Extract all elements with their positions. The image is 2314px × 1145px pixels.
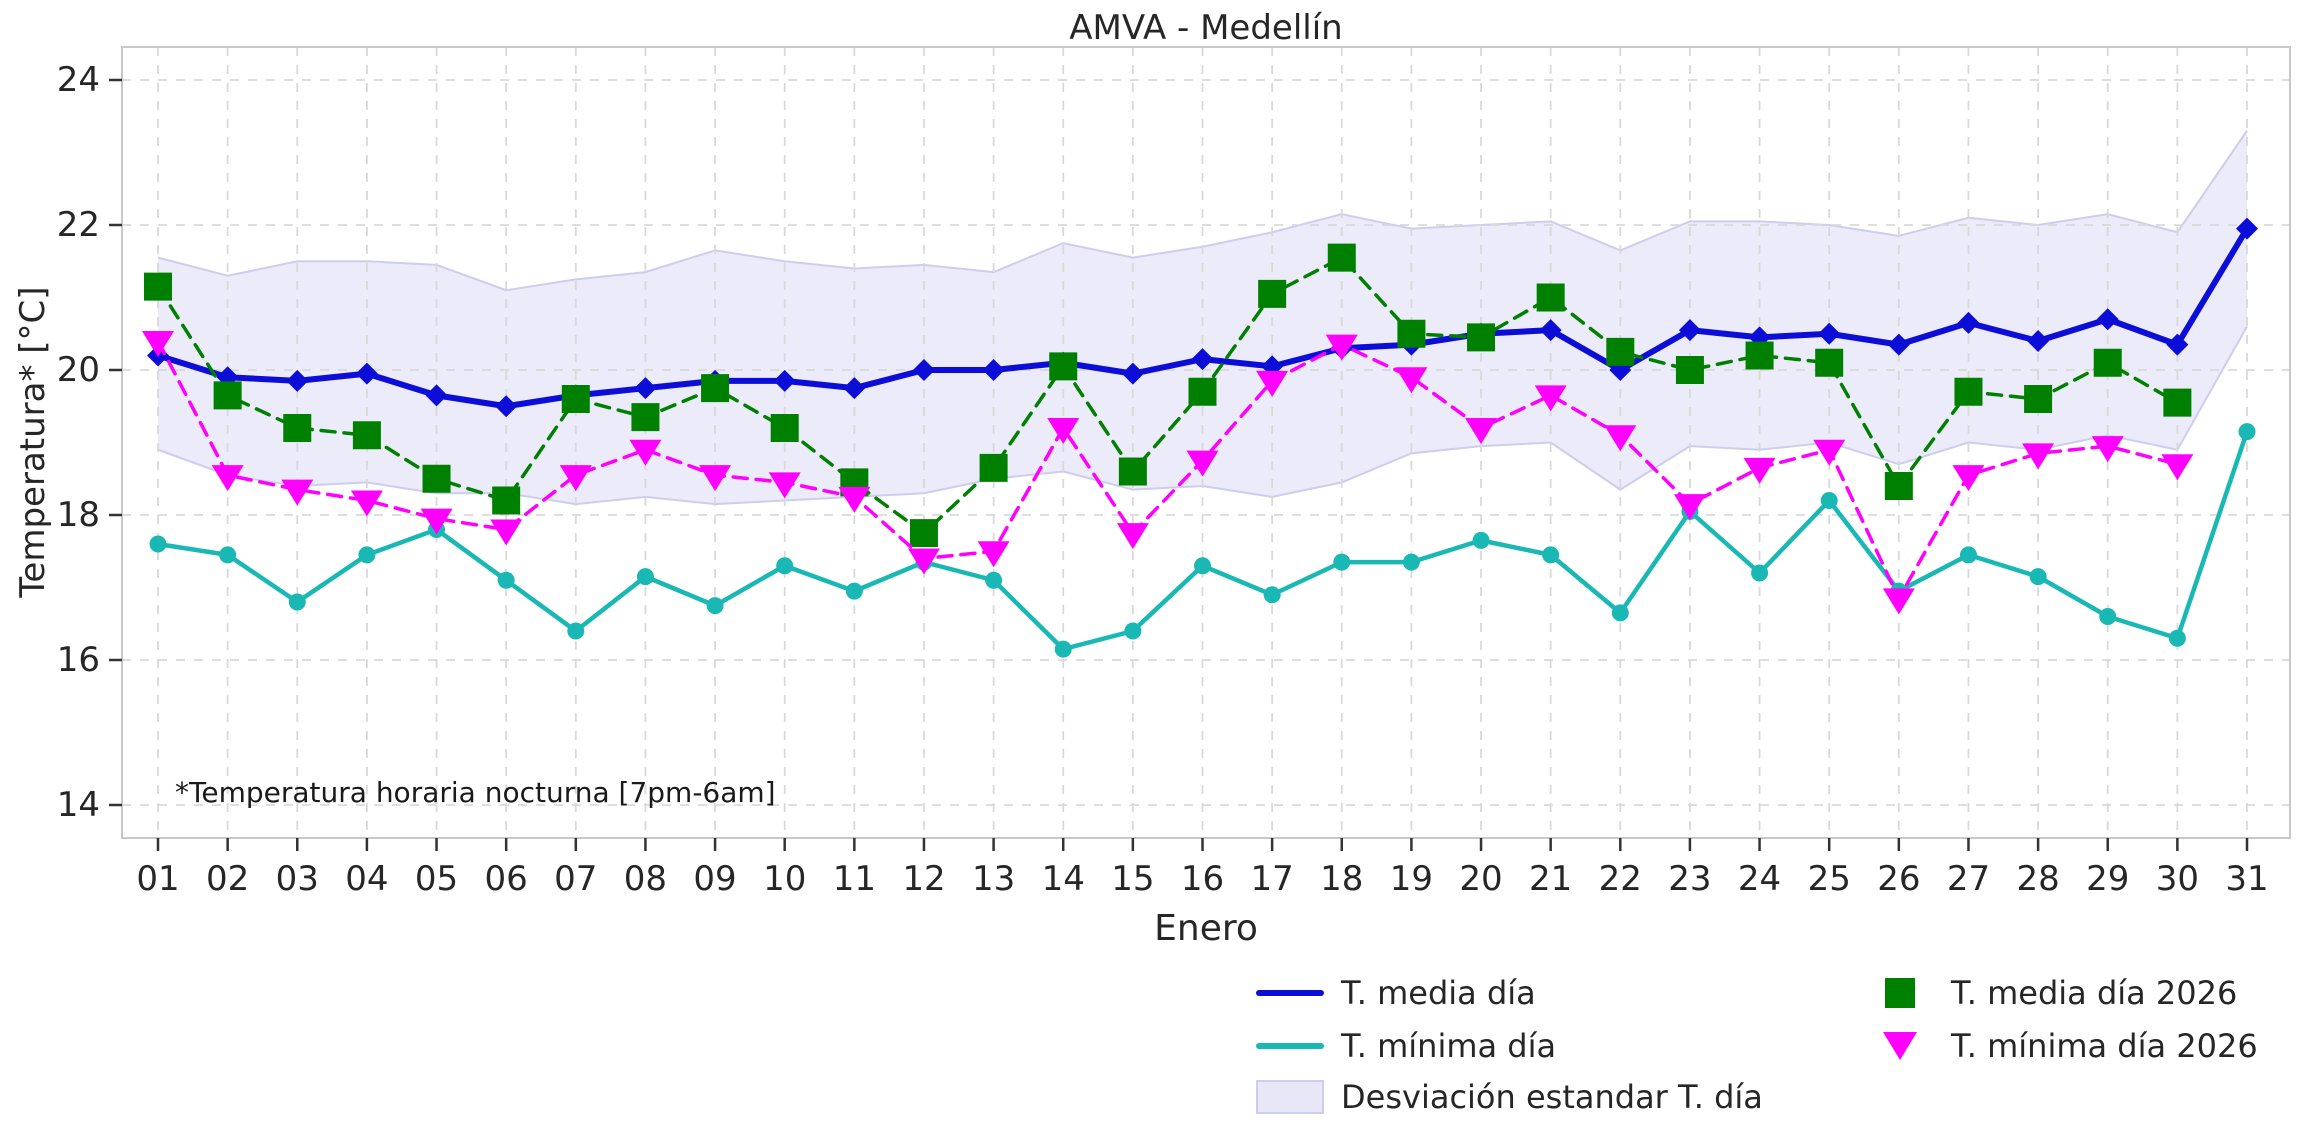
y-tick-label: 18 bbox=[57, 495, 100, 535]
y-tick-label: 16 bbox=[57, 640, 100, 680]
y-tick-label: 14 bbox=[57, 785, 100, 825]
x-tick-label: 16 bbox=[1181, 859, 1224, 899]
x-tick-label: 04 bbox=[345, 859, 388, 899]
legend-item-media-dia-2026: T. media día 2026 bbox=[1865, 971, 2237, 1015]
plot-border bbox=[121, 46, 2291, 839]
legend-item-minima-dia: T. mínima día bbox=[1255, 1024, 1556, 1068]
x-tick-label: 25 bbox=[1808, 859, 1851, 899]
x-tick-label: 20 bbox=[1459, 859, 1502, 899]
x-tick-label: 23 bbox=[1668, 859, 1711, 899]
x-tick-label: 28 bbox=[2016, 859, 2059, 899]
x-tick-label: 12 bbox=[902, 859, 945, 899]
x-tick-label: 31 bbox=[2225, 859, 2268, 899]
legend-item-minima-dia-2026: T. mínima día 2026 bbox=[1865, 1024, 2258, 1068]
x-tick-label: 30 bbox=[2156, 859, 2199, 899]
x-tick-label: 09 bbox=[693, 859, 736, 899]
y-tick-label: 22 bbox=[57, 205, 100, 245]
legend-label: T. mínima día bbox=[1341, 1027, 1557, 1065]
x-tick-label: 21 bbox=[1529, 859, 1572, 899]
x-tick-label: 24 bbox=[1738, 859, 1781, 899]
legend-label: T. media día 2026 bbox=[1951, 974, 2238, 1012]
media-dia-line-icon bbox=[1255, 990, 1325, 996]
x-tick-label: 18 bbox=[1320, 859, 1363, 899]
y-tick-label: 24 bbox=[57, 60, 100, 100]
legend-item-desviacion: Desviación estandar T. día bbox=[1255, 1075, 1763, 1119]
x-tick-label: 08 bbox=[624, 859, 667, 899]
axis-ticks bbox=[109, 78, 2249, 851]
chart-title: AMVA - Medellín bbox=[1069, 8, 1343, 48]
x-tick-label: 14 bbox=[1042, 859, 1085, 899]
x-tick-label: 26 bbox=[1877, 859, 1920, 899]
x-tick-label: 03 bbox=[276, 859, 319, 899]
x-tick-label: 13 bbox=[972, 859, 1015, 899]
x-tick-label: 15 bbox=[1111, 859, 1154, 899]
x-tick-label: 10 bbox=[763, 859, 806, 899]
x-tick-label: 17 bbox=[1251, 859, 1294, 899]
series-t-minima-dia-2026 bbox=[142, 331, 2194, 615]
legend-label: Desviación estandar T. día bbox=[1341, 1078, 1763, 1116]
x-tick-label: 01 bbox=[136, 859, 179, 899]
x-tick-label: 02 bbox=[206, 859, 249, 899]
x-tick-label: 22 bbox=[1599, 859, 1642, 899]
media-2026-square-icon bbox=[1865, 978, 1935, 1008]
y-tick-label: 20 bbox=[57, 350, 100, 390]
x-axis-label: Enero bbox=[1154, 908, 1258, 949]
desviacion-band-icon bbox=[1255, 1080, 1325, 1114]
y-axis-label: Temperatura* [°C] bbox=[13, 286, 53, 598]
x-tick-label: 27 bbox=[1947, 859, 1990, 899]
x-tick-label: 19 bbox=[1390, 859, 1433, 899]
x-tick-label: 05 bbox=[415, 859, 458, 899]
axis-tick-labels: 14 16 18 20 22 24 01 02 03 04 05 06 07 08 09 10 11 12 13 14… bbox=[57, 60, 2269, 899]
footnote-annotation: *Temperatura horaria nocturna [7pm-6am] bbox=[175, 776, 776, 809]
legend-label: T. mínima día 2026 bbox=[1951, 1027, 2258, 1065]
x-tick-label: 11 bbox=[833, 859, 876, 899]
x-tick-label: 07 bbox=[554, 859, 597, 899]
gridlines bbox=[122, 47, 2290, 838]
series-t-media-dia-2026 bbox=[144, 243, 2192, 548]
legend-label: T. media día bbox=[1341, 974, 1536, 1012]
minima-2026-triangle-icon bbox=[1865, 1032, 1935, 1060]
x-tick-label: 29 bbox=[2086, 859, 2129, 899]
x-tick-label: 06 bbox=[485, 859, 528, 899]
legend-item-media-dia: T. media día bbox=[1255, 971, 1536, 1015]
minima-dia-line-icon bbox=[1255, 1043, 1325, 1049]
